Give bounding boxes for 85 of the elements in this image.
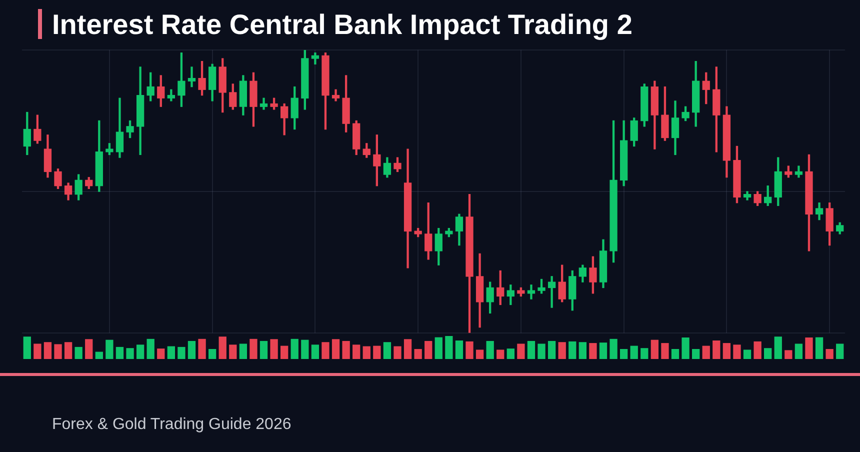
- bar: [198, 338, 206, 359]
- bar: [548, 340, 556, 359]
- bar: [733, 344, 741, 359]
- bar: [34, 344, 42, 359]
- bar: [826, 349, 834, 359]
- bar: [558, 342, 566, 359]
- bar: [116, 346, 124, 359]
- bar: [178, 346, 186, 359]
- bar: [794, 344, 803, 359]
- candlestick: [527, 284, 536, 300]
- bar: [95, 352, 103, 359]
- bar: [774, 336, 782, 359]
- bar: [784, 350, 792, 359]
- bar: [836, 344, 844, 359]
- bar: [229, 344, 237, 359]
- bar: [445, 336, 453, 359]
- bar: [661, 343, 669, 359]
- bar: [342, 340, 350, 359]
- bar: [414, 349, 422, 359]
- bar: [44, 342, 52, 359]
- bar: [85, 339, 93, 359]
- bar: [373, 346, 381, 359]
- bar: [743, 350, 752, 359]
- bar: [692, 349, 700, 359]
- bar: [578, 342, 586, 359]
- bar: [208, 349, 216, 359]
- candlestick: [548, 276, 556, 308]
- bar: [404, 339, 412, 359]
- bar: [599, 342, 608, 359]
- bar: [352, 344, 360, 359]
- bar: [290, 338, 298, 359]
- bar: [157, 348, 165, 359]
- bar: [239, 344, 248, 359]
- bar: [671, 349, 680, 359]
- bar: [136, 344, 144, 359]
- bar: [630, 346, 638, 359]
- bar: [620, 349, 628, 359]
- bar: [301, 340, 309, 359]
- bar: [434, 337, 442, 359]
- bar: [455, 340, 464, 359]
- bar: [280, 346, 288, 359]
- bar: [218, 336, 226, 359]
- bar: [527, 340, 536, 359]
- bar: [476, 350, 484, 359]
- bar: [394, 346, 402, 359]
- bar: [260, 340, 268, 359]
- bar: [74, 346, 82, 359]
- bar: [311, 344, 320, 359]
- bar: [167, 346, 175, 359]
- bar: [23, 336, 31, 359]
- bar: [383, 342, 392, 359]
- bar: [496, 350, 504, 359]
- bar: [270, 339, 278, 359]
- bar: [332, 339, 340, 359]
- bar: [712, 340, 720, 359]
- candlestick: [188, 66, 196, 88]
- bar: [640, 348, 648, 359]
- bar: [54, 344, 62, 359]
- bar: [589, 343, 597, 359]
- bar: [610, 338, 618, 359]
- bar: [538, 344, 546, 359]
- bar: [517, 344, 525, 359]
- bar: [506, 348, 514, 359]
- bar: [322, 342, 330, 359]
- bar: [126, 348, 134, 359]
- bar: [702, 346, 710, 359]
- bar: [764, 348, 772, 359]
- bar: [146, 338, 154, 359]
- bar: [486, 340, 494, 359]
- bar: [805, 338, 813, 359]
- bar: [250, 338, 258, 359]
- bar: [754, 341, 762, 359]
- bar: [64, 342, 72, 359]
- bar: [815, 337, 824, 359]
- bar: [188, 340, 196, 359]
- bar: [568, 341, 576, 359]
- chart-title: Interest Rate Central Bank Impact Trading 2: [52, 8, 634, 42]
- bar: [682, 338, 690, 359]
- bar: [106, 340, 114, 359]
- bar: [722, 343, 731, 359]
- bar: [362, 346, 370, 359]
- bar: [466, 341, 474, 359]
- bar: [424, 340, 432, 359]
- bar: [650, 340, 659, 359]
- text: Forex & Gold Trading Guide 2026: [52, 416, 292, 434]
